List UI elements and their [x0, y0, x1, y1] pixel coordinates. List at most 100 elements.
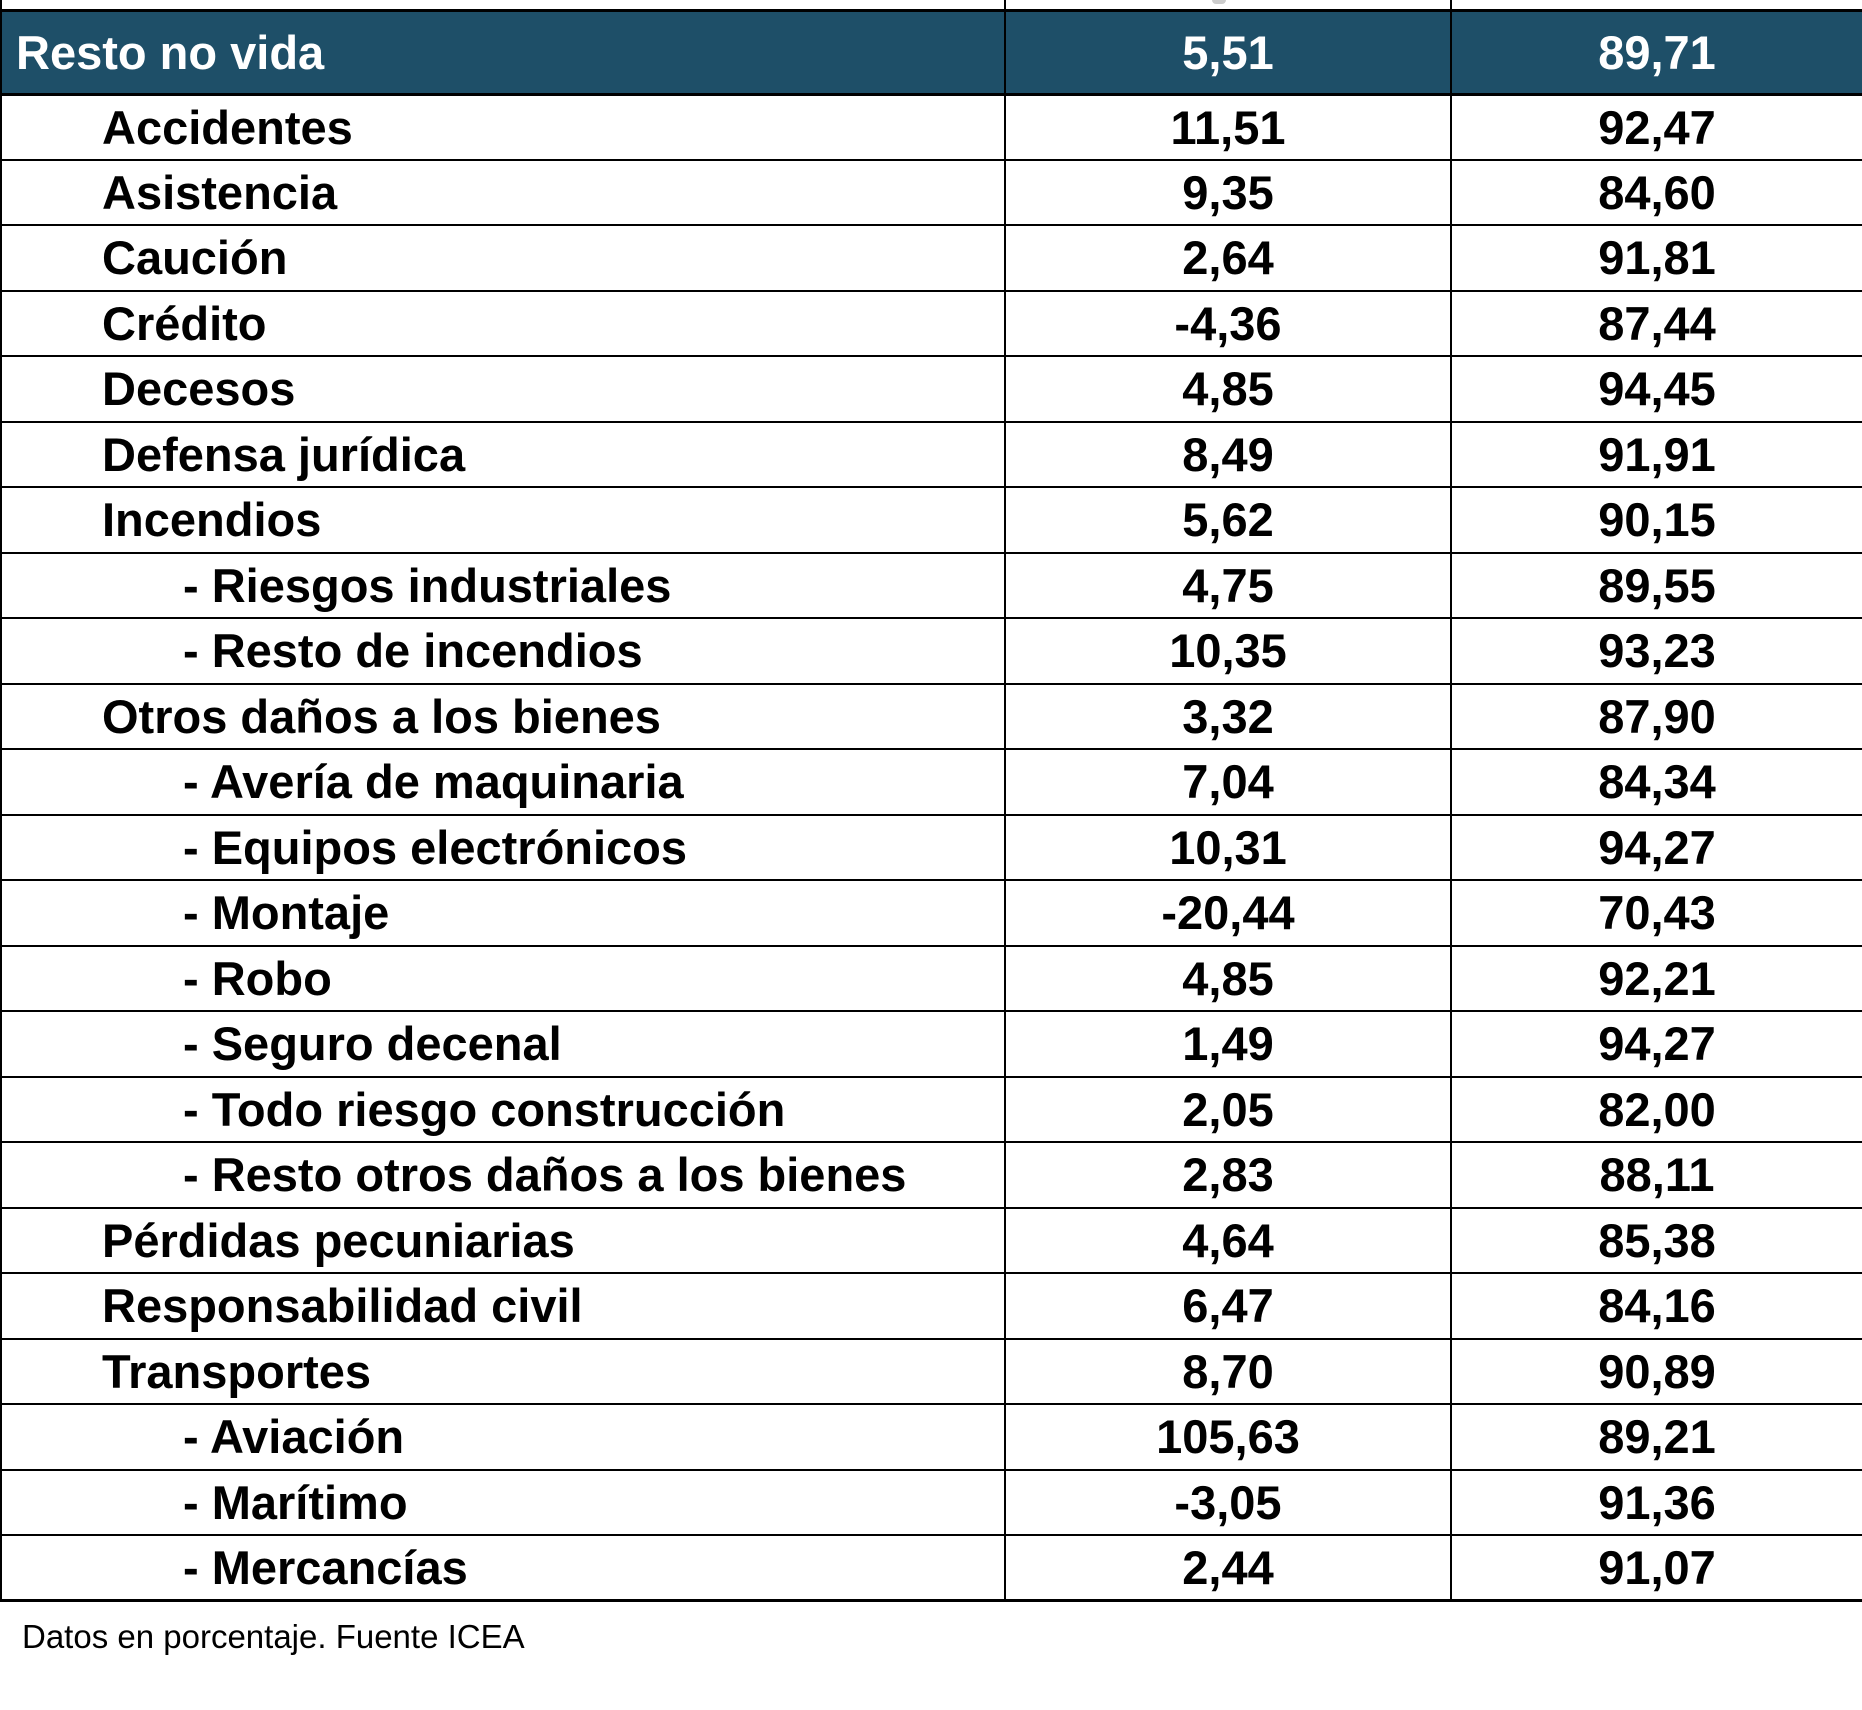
category-label: - Mercancías [0, 1534, 1006, 1602]
row-value-1: 2,83 [1004, 1141, 1452, 1209]
row-value-1: 2,05 [1004, 1075, 1452, 1143]
row-value-1: 2,44 [1004, 1534, 1452, 1602]
row-value-2: 91,91 [1450, 420, 1862, 488]
row-value-1: 7,04 [1004, 748, 1452, 816]
row-value-1: 10,31 [1004, 813, 1452, 881]
row-value-2: 91,81 [1450, 224, 1862, 292]
table-row: - Avería de maquinaria 7,04 84,34 [0, 748, 1862, 816]
row-value-2: 85,38 [1450, 1206, 1862, 1274]
row-value-2: 93,23 [1450, 617, 1862, 685]
table-row: - Mercancías 2,44 91,07 [0, 1534, 1862, 1602]
table-body: Resto no vida 5,51 89,71 Accidentes 11,5… [0, 0, 1862, 1602]
table-row: - Resto de incendios 10,35 93,23 [0, 617, 1862, 685]
category-label: Asistencia [0, 158, 1006, 226]
table-row: Pérdidas pecuniarias 4,64 85,38 [0, 1206, 1862, 1274]
row-value-2: 70,43 [1450, 879, 1862, 947]
table-row: Otros daños a los bienes 3,32 87,90 [0, 682, 1862, 750]
table-row: Accidentes 11,51 92,47 [0, 93, 1862, 161]
row-value-2: 92,21 [1450, 944, 1862, 1012]
cropped-top-row [0, 0, 1862, 12]
row-value-1: 5,62 [1004, 486, 1452, 554]
category-label: - Marítimo [0, 1468, 1006, 1536]
row-value-1: 9,35 [1004, 158, 1452, 226]
cropped-text-remnant [1212, 0, 1226, 4]
data-table: Resto no vida 5,51 89,71 Accidentes 11,5… [0, 0, 1862, 1602]
row-value-2: 94,27 [1450, 813, 1862, 881]
row-value-2: 94,27 [1450, 1010, 1862, 1078]
category-label: - Resto otros daños a los bienes [0, 1141, 1006, 1209]
category-label: Incendios [0, 486, 1006, 554]
row-value-2: 82,00 [1450, 1075, 1862, 1143]
table-row: - Robo 4,85 92,21 [0, 944, 1862, 1012]
row-value-1: 105,63 [1004, 1403, 1452, 1471]
row-value-2: 87,44 [1450, 289, 1862, 357]
category-label: - Montaje [0, 879, 1006, 947]
row-value-2: 92,47 [1450, 93, 1862, 161]
cropped-cell-value1 [1004, 0, 1452, 12]
row-value-1: 4,64 [1004, 1206, 1452, 1274]
category-label: Crédito [0, 289, 1006, 357]
row-value-2: 84,60 [1450, 158, 1862, 226]
category-label: - Seguro decenal [0, 1010, 1006, 1078]
row-value-1: -3,05 [1004, 1468, 1452, 1536]
row-value-1: -20,44 [1004, 879, 1452, 947]
total-row-value-1: 5,51 [1004, 8, 1452, 96]
category-label: - Aviación [0, 1403, 1006, 1471]
row-value-1: 4,85 [1004, 355, 1452, 423]
table-row: Defensa jurídica 8,49 91,91 [0, 420, 1862, 488]
row-value-2: 94,45 [1450, 355, 1862, 423]
table-row: - Equipos electrónicos 10,31 94,27 [0, 813, 1862, 881]
total-row-value-2: 89,71 [1450, 8, 1862, 96]
row-value-1: 4,85 [1004, 944, 1452, 1012]
category-label: Otros daños a los bienes [0, 682, 1006, 750]
row-value-1: 8,49 [1004, 420, 1452, 488]
row-value-2: 89,21 [1450, 1403, 1862, 1471]
table-row: - Todo riesgo construcción 2,05 82,00 [0, 1075, 1862, 1143]
row-value-2: 91,36 [1450, 1468, 1862, 1536]
row-value-2: 87,90 [1450, 682, 1862, 750]
row-value-1: 6,47 [1004, 1272, 1452, 1340]
row-value-2: 84,16 [1450, 1272, 1862, 1340]
table-row: Asistencia 9,35 84,60 [0, 158, 1862, 226]
row-value-2: 88,11 [1450, 1141, 1862, 1209]
category-label: Pérdidas pecuniarias [0, 1206, 1006, 1274]
category-label: - Resto de incendios [0, 617, 1006, 685]
source-note: Datos en porcentaje. Fuente ICEA [22, 1618, 525, 1655]
row-value-1: 11,51 [1004, 93, 1452, 161]
table-row: - Resto otros daños a los bienes 2,83 88… [0, 1141, 1862, 1209]
category-label: Caución [0, 224, 1006, 292]
table-row: Crédito -4,36 87,44 [0, 289, 1862, 357]
row-value-1: 8,70 [1004, 1337, 1452, 1405]
row-value-2: 90,89 [1450, 1337, 1862, 1405]
row-value-2: 90,15 [1450, 486, 1862, 554]
category-label: Accidentes [0, 93, 1006, 161]
total-row-label: Resto no vida [0, 8, 1006, 96]
row-value-2: 84,34 [1450, 748, 1862, 816]
row-value-1: 2,64 [1004, 224, 1452, 292]
table-row: Incendios 5,62 90,15 [0, 486, 1862, 554]
table-row: Caución 2,64 91,81 [0, 224, 1862, 292]
row-value-1: 3,32 [1004, 682, 1452, 750]
total-row-resto-no-vida: Resto no vida 5,51 89,71 [0, 8, 1862, 96]
cropped-cell-label [0, 0, 1006, 12]
table-row: - Riesgos industriales 4,75 89,55 [0, 551, 1862, 619]
category-label: - Robo [0, 944, 1006, 1012]
row-value-1: 10,35 [1004, 617, 1452, 685]
category-label: Decesos [0, 355, 1006, 423]
row-value-1: -4,36 [1004, 289, 1452, 357]
category-label: Responsabilidad civil [0, 1272, 1006, 1340]
table-row: Decesos 4,85 94,45 [0, 355, 1862, 423]
row-value-1: 1,49 [1004, 1010, 1452, 1078]
table-row: Transportes 8,70 90,89 [0, 1337, 1862, 1405]
row-value-1: 4,75 [1004, 551, 1452, 619]
cropped-cell-value2 [1450, 0, 1862, 12]
table-row: Responsabilidad civil 6,47 84,16 [0, 1272, 1862, 1340]
table-row: - Marítimo -3,05 91,36 [0, 1468, 1862, 1536]
row-value-2: 91,07 [1450, 1534, 1862, 1602]
category-label: Transportes [0, 1337, 1006, 1405]
category-label: - Avería de maquinaria [0, 748, 1006, 816]
table-row: - Montaje -20,44 70,43 [0, 879, 1862, 947]
row-value-2: 89,55 [1450, 551, 1862, 619]
category-label: - Riesgos industriales [0, 551, 1006, 619]
